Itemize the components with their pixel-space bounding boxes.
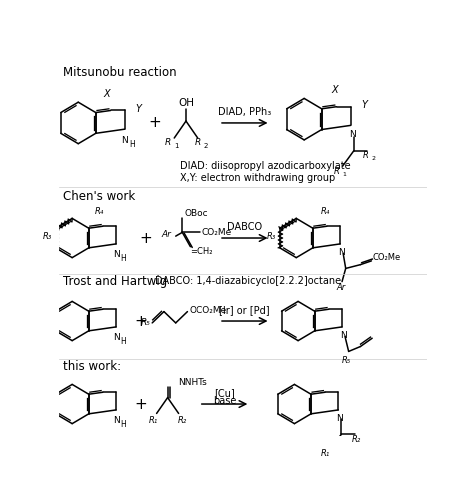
Text: H: H: [120, 253, 126, 263]
Text: R₃: R₃: [43, 232, 52, 241]
Text: DIAD, PPh₃: DIAD, PPh₃: [218, 107, 272, 117]
Text: H: H: [120, 337, 126, 345]
Text: +: +: [139, 230, 152, 245]
Text: OBoc: OBoc: [184, 209, 208, 218]
Text: Y: Y: [136, 103, 142, 114]
Text: [Cu]: [Cu]: [214, 389, 235, 398]
Text: X,Y: electron withdrawing group: X,Y: electron withdrawing group: [181, 172, 336, 183]
Text: H: H: [129, 140, 135, 148]
Text: base: base: [213, 396, 236, 406]
Text: N: N: [340, 331, 347, 340]
Text: N: N: [113, 333, 119, 342]
Text: [Ir] or [Pd]: [Ir] or [Pd]: [219, 305, 270, 316]
Text: R₁: R₁: [321, 449, 330, 458]
Text: N: N: [337, 414, 343, 423]
Text: this work:: this work:: [63, 360, 121, 373]
Text: R: R: [165, 139, 172, 147]
Text: R₅: R₅: [342, 356, 351, 366]
Text: 1: 1: [174, 143, 179, 148]
Text: X: X: [331, 85, 338, 95]
Text: 2: 2: [372, 156, 375, 161]
Text: R₄: R₄: [320, 207, 329, 216]
Text: NNHTs: NNHTs: [178, 378, 207, 387]
Text: R₂: R₂: [352, 435, 361, 444]
Text: +: +: [148, 116, 161, 130]
Text: Chen's work: Chen's work: [63, 190, 135, 203]
Text: Trost and Hartwig: Trost and Hartwig: [63, 275, 167, 288]
Text: DIAD: diisopropyl azodicarboxylate: DIAD: diisopropyl azodicarboxylate: [181, 161, 351, 172]
Text: N: N: [113, 250, 119, 259]
Text: R₁: R₁: [148, 416, 157, 425]
Text: N: N: [349, 130, 356, 139]
Text: OCO₂Me: OCO₂Me: [189, 306, 227, 315]
Text: R: R: [334, 167, 340, 176]
Text: N: N: [113, 416, 119, 425]
Text: R: R: [195, 139, 201, 147]
Text: DABCO: DABCO: [227, 221, 262, 232]
Text: =CH₂: =CH₂: [191, 247, 213, 256]
Text: 2: 2: [204, 143, 209, 148]
Text: CO₂Me: CO₂Me: [201, 228, 232, 237]
Text: 1: 1: [343, 172, 346, 176]
Text: Mitsunobu reaction: Mitsunobu reaction: [63, 66, 176, 78]
Text: DABCO: 1,4-diazabicyclo[2.2.2]octane: DABCO: 1,4-diazabicyclo[2.2.2]octane: [155, 276, 341, 287]
Text: X: X: [104, 89, 110, 99]
Text: Y: Y: [362, 100, 368, 110]
Text: N: N: [338, 248, 345, 257]
Text: CO₂Me: CO₂Me: [373, 253, 401, 262]
Text: R₄: R₄: [95, 207, 104, 216]
Text: R: R: [363, 151, 369, 160]
Text: Ar: Ar: [337, 283, 346, 292]
Text: Ar: Ar: [162, 230, 172, 240]
Text: OH: OH: [178, 98, 194, 108]
Text: R₅: R₅: [140, 318, 150, 327]
Text: +: +: [135, 396, 147, 412]
Text: H: H: [120, 419, 126, 429]
Text: +: +: [135, 314, 147, 328]
Text: N: N: [121, 136, 128, 145]
Text: R₃: R₃: [267, 232, 276, 241]
Text: R₂: R₂: [178, 416, 187, 425]
